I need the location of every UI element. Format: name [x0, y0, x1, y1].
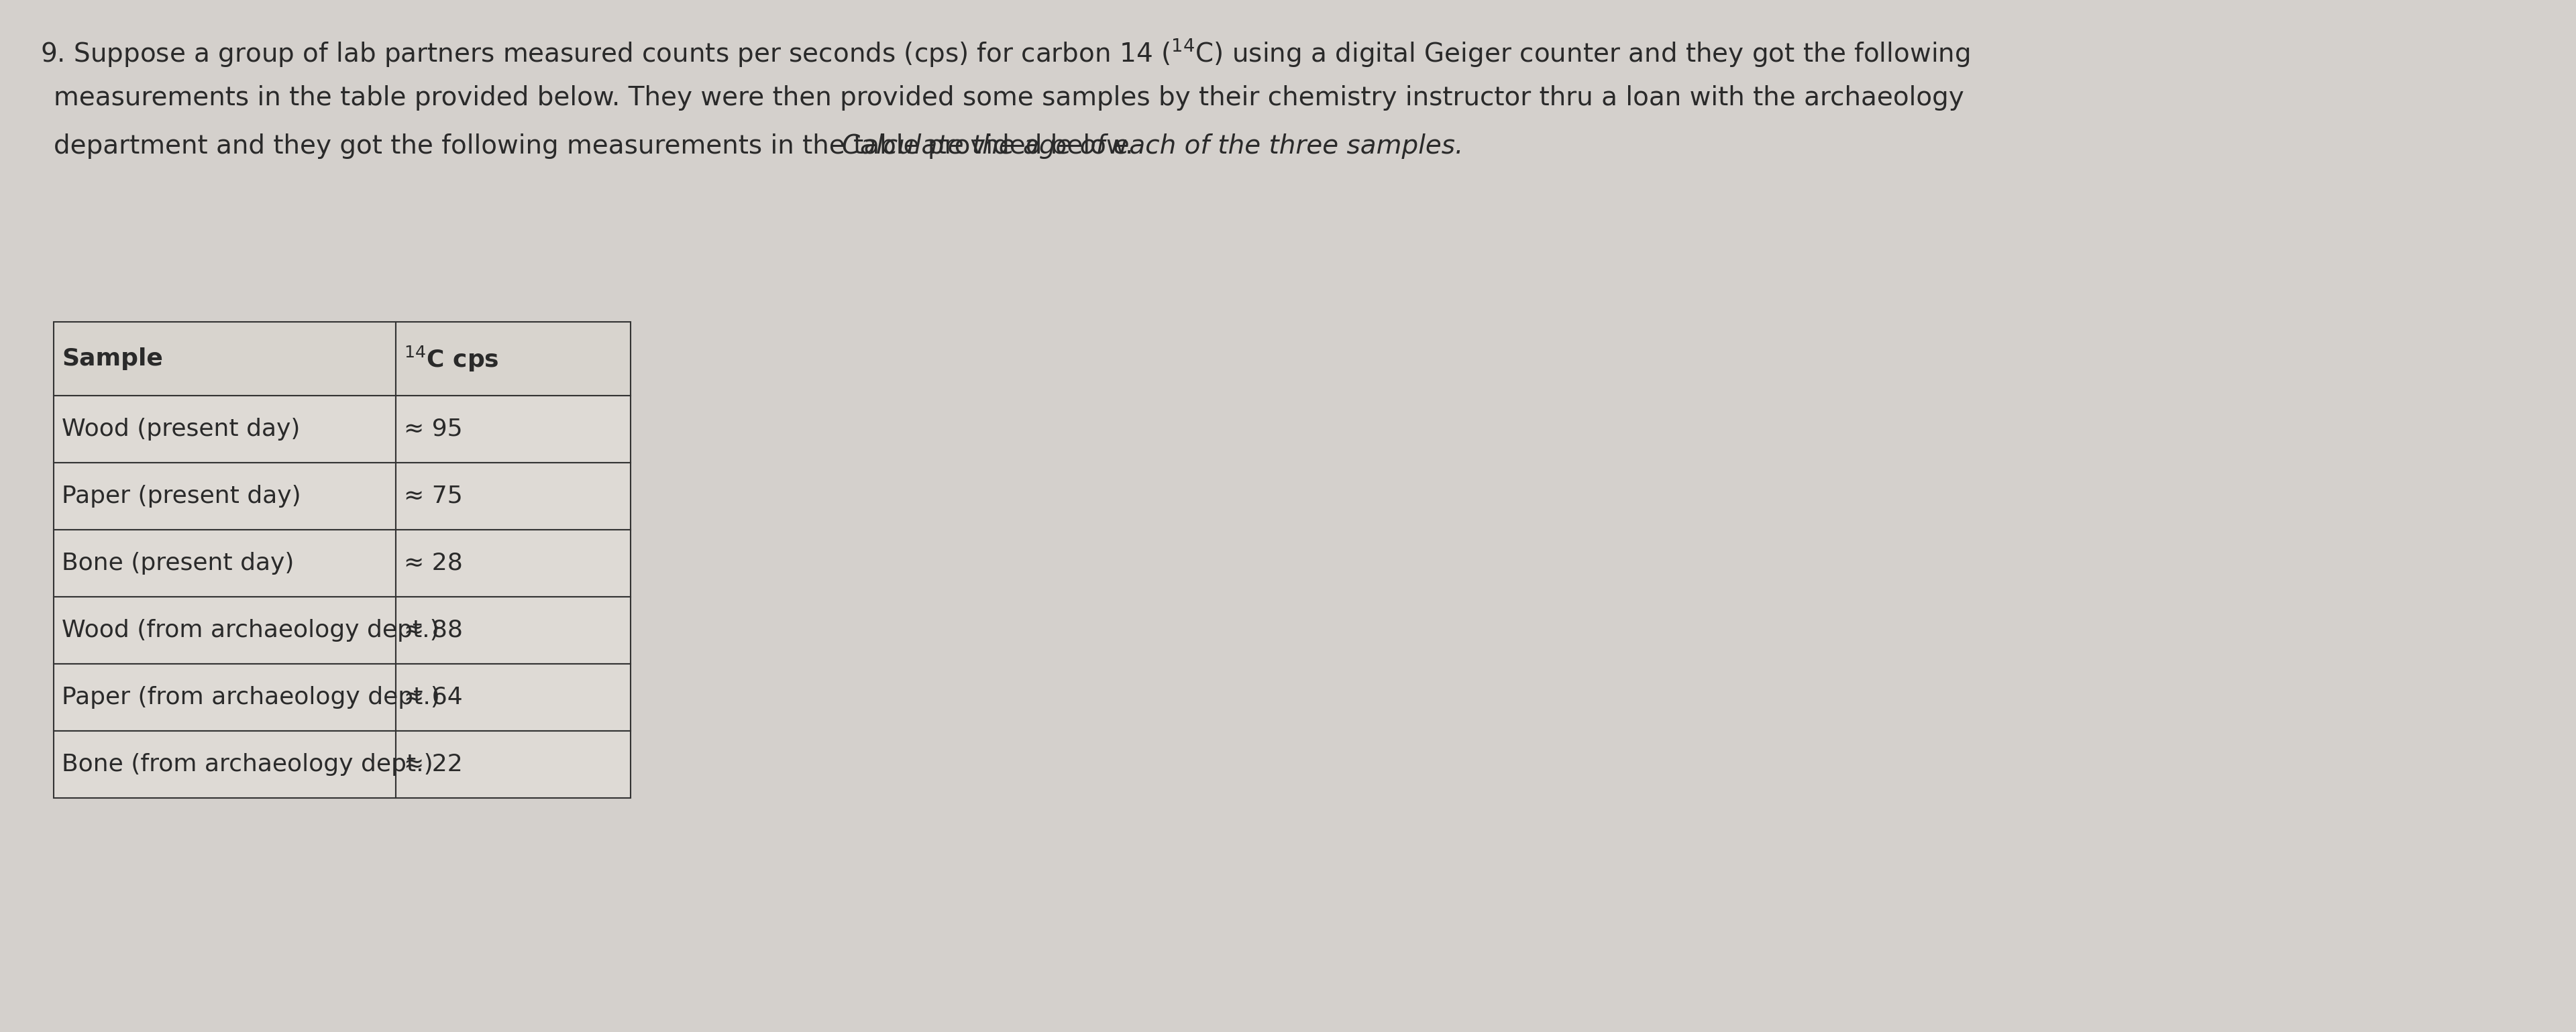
Bar [397, 664, 631, 731]
Bar [54, 664, 397, 731]
Text: Wood (present day): Wood (present day) [62, 418, 301, 441]
Bar [54, 529, 397, 596]
Bar [54, 322, 397, 395]
Text: ≈ 64: ≈ 64 [404, 686, 464, 709]
Text: Paper (from archaeology dept.): Paper (from archaeology dept.) [62, 686, 440, 709]
Text: Calculate the age of each of the three samples.: Calculate the age of each of the three s… [842, 133, 1463, 159]
Text: Paper (present day): Paper (present day) [62, 485, 301, 508]
Text: department and they got the following measurements in the table provided below.: department and they got the following me… [54, 133, 1141, 159]
Text: ≈ 75: ≈ 75 [404, 485, 464, 508]
Text: ≈ 22: ≈ 22 [404, 753, 464, 776]
Text: $^{14}$C cps: $^{14}$C cps [404, 345, 500, 374]
Text: Bone (from archaeology dept.): Bone (from archaeology dept.) [62, 753, 433, 776]
Text: Wood (from archaeology dept.): Wood (from archaeology dept.) [62, 619, 438, 642]
Text: ≈ 28: ≈ 28 [404, 552, 464, 575]
Text: ≈ 88: ≈ 88 [404, 619, 464, 642]
Text: Sample: Sample [62, 348, 162, 370]
Bar [54, 596, 397, 664]
Bar [397, 462, 631, 529]
Text: Bone (present day): Bone (present day) [62, 552, 294, 575]
Bar [397, 529, 631, 596]
Bar [397, 731, 631, 798]
Bar [397, 395, 631, 462]
Bar [397, 322, 631, 395]
Bar [54, 731, 397, 798]
Bar [397, 596, 631, 664]
Text: 9. Suppose a group of lab partners measured counts per seconds (cps) for carbon : 9. Suppose a group of lab partners measu… [41, 37, 1971, 68]
Text: ≈ 95: ≈ 95 [404, 418, 464, 441]
Bar [54, 462, 397, 529]
Text: measurements in the table provided below. They were then provided some samples b: measurements in the table provided below… [54, 86, 1963, 110]
Bar [54, 395, 397, 462]
